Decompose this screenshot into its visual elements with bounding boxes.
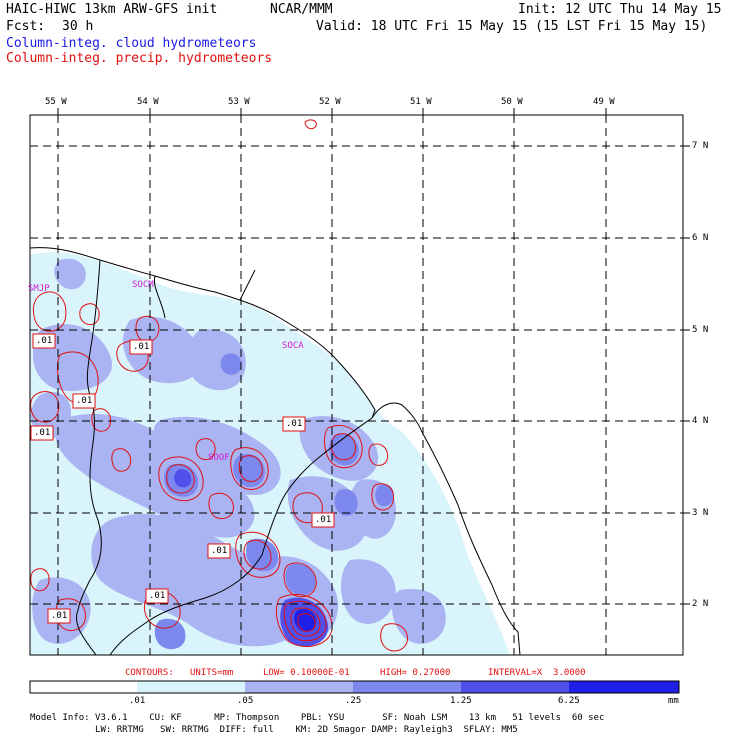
station-socm: SOCM <box>132 280 154 290</box>
station-soca: SOCA <box>282 341 304 351</box>
colorbar-tick: .25 <box>345 696 362 706</box>
latlon-grid <box>30 115 683 655</box>
colorbar-bin <box>137 681 245 693</box>
colorbar-tick: 1.25 <box>450 696 472 706</box>
valid-time: Valid: 18 UTC Fri 15 May 15 (15 LST Fri … <box>316 19 708 34</box>
lat-label-3n: 3 N <box>692 508 709 518</box>
station-soof: SOOF <box>208 453 230 463</box>
model-title: HAIC-HIWC 13km ARW-GFS init <box>6 2 218 17</box>
forecast-hours: 30 h <box>62 19 94 34</box>
colorbar-bin <box>461 681 569 693</box>
contour-label: .01 <box>211 546 228 556</box>
contour-label: .01 <box>34 428 51 438</box>
boundaries <box>29 247 521 656</box>
lat-label-6n: 6 N <box>692 233 709 243</box>
lat-label-4n: 4 N <box>692 416 709 426</box>
colorbar-bin <box>245 681 353 693</box>
lat-label-5n: 5 N <box>692 325 709 335</box>
colorbar-bin <box>353 681 461 693</box>
lon-label-54w: 54 W <box>137 97 159 107</box>
lon-label-52w: 52 W <box>319 97 341 107</box>
colorbar-bin <box>569 681 679 693</box>
precip-contours <box>30 119 408 652</box>
frame-ticks <box>57 108 690 605</box>
station-smjp: SMJP <box>28 284 50 294</box>
lat-label-2n: 2 N <box>692 599 709 609</box>
colorbar-bin <box>30 681 137 693</box>
lon-label-51w: 51 W <box>410 97 432 107</box>
contour-label: .01 <box>315 515 332 525</box>
lat-label-7n: 7 N <box>692 141 709 151</box>
precip-field-title: Column-integ. precip. hydrometeors <box>6 51 273 66</box>
lon-label-53w: 53 W <box>228 97 250 107</box>
contours-interval: INTERVAL=X 3.0000 <box>488 668 586 678</box>
colorbar-units: mm <box>668 696 679 706</box>
cloud-field-title: Column-integ. cloud hydrometeors <box>6 36 257 51</box>
contour-label: .01 <box>149 591 166 601</box>
colorbar-tick: .05 <box>237 696 254 706</box>
contours-units: UNITS=mm <box>190 668 234 678</box>
colorbar-tick: .01 <box>129 696 146 706</box>
contour-label: .01 <box>76 396 93 406</box>
lon-label-49w: 49 W <box>593 97 615 107</box>
lon-label-55w: 55 W <box>45 97 67 107</box>
model-info-line2: LW: RRTMG SW: RRTMG DIFF: full KM: 2D Sm… <box>30 725 518 735</box>
contour-label: .01 <box>51 611 68 621</box>
organization: NCAR/MMM <box>270 2 333 17</box>
colorbar-frame <box>29 680 680 694</box>
contour-label-boxes <box>30 333 335 624</box>
colorbar-tick: 6.25 <box>558 696 580 706</box>
map-frame <box>29 114 684 656</box>
cloud-shading <box>30 252 510 655</box>
lon-label-50w: 50 W <box>501 97 523 107</box>
contour-label: .01 <box>133 342 150 352</box>
contours-high: HIGH= 0.27000 <box>380 668 451 678</box>
contours-label: CONTOURS: <box>125 668 174 678</box>
contour-label: .01 <box>286 419 303 429</box>
contours-low: LOW= 0.10000E-01 <box>263 668 350 678</box>
init-time: Init: 12 UTC Thu 14 May 15 <box>518 2 722 17</box>
forecast-label: Fcst: <box>6 19 46 34</box>
contour-label: .01 <box>36 336 53 346</box>
model-info-line1: Model Info: V3.6.1 CU: KF MP: Thompson P… <box>30 713 605 723</box>
